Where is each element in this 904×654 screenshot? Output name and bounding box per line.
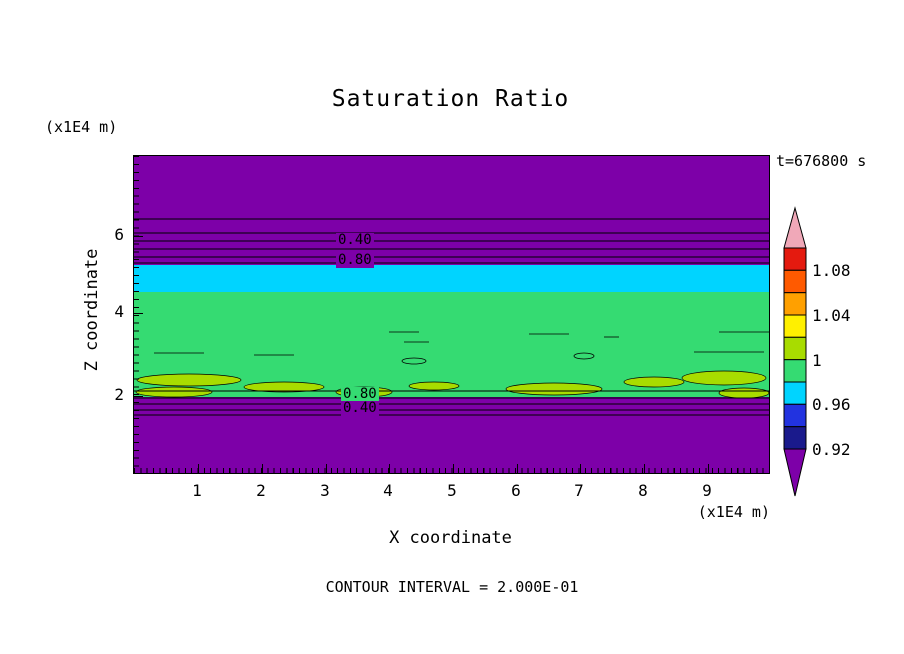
contour-interval-note: CONTOUR INTERVAL = 2.000E-01 — [325, 578, 579, 596]
x-axis-major-tick — [708, 464, 709, 473]
colorbar — [783, 206, 807, 497]
colorbar-label-0.96: 0.96 — [812, 395, 851, 414]
colorbar-label-1.04: 1.04 — [812, 306, 851, 325]
z-tick-label-6: 6 — [114, 225, 124, 244]
colorbar-label-1.00: 1 — [812, 351, 822, 370]
x-tick-label-7: 7 — [574, 481, 584, 500]
x-axis-major-tick — [198, 464, 199, 473]
contour-label-lower-080: 0.80 — [341, 386, 379, 402]
x-tick-label-3: 3 — [320, 481, 330, 500]
colorbar-label-0.92: 0.92 — [812, 440, 851, 459]
x-tick-label-4: 4 — [383, 481, 393, 500]
x-axis-major-tick — [517, 464, 518, 473]
chart-title: Saturation Ratio — [331, 86, 570, 112]
z-axis-major-tick — [134, 396, 143, 397]
z-axis-major-tick — [134, 313, 143, 314]
x-tick-label-8: 8 — [638, 481, 648, 500]
contour-plot-canvas — [134, 156, 769, 473]
x-axis-unit-label: (x1E4 m) — [697, 503, 770, 521]
x-axis-major-tick — [580, 464, 581, 473]
contour-label-upper-080: 0.80 — [336, 252, 374, 268]
x-axis-major-tick — [262, 464, 263, 473]
z-axis-unit-label: (x1E4 m) — [45, 118, 118, 136]
z-tick-label-4: 4 — [114, 302, 124, 321]
x-tick-label-5: 5 — [447, 481, 457, 500]
x-axis-major-tick — [453, 464, 454, 473]
contour-label-upper-040: 0.40 — [336, 232, 374, 248]
x-tick-label-6: 6 — [511, 481, 521, 500]
x-axis-major-tick — [389, 464, 390, 473]
z-axis-major-tick — [134, 236, 143, 237]
contour-plot-area: 0.40 0.80 0.80 0.40 — [133, 155, 770, 474]
contour-label-lower-040: 0.40 — [341, 400, 379, 416]
x-axis-major-tick — [644, 464, 645, 473]
x-tick-label-2: 2 — [256, 481, 266, 500]
colorbar-label-1.08: 1.08 — [812, 261, 851, 280]
x-tick-label-9: 9 — [702, 481, 712, 500]
z-axis-minor-ticks — [134, 156, 139, 473]
z-axis-title: Z coordinate — [82, 248, 102, 372]
x-axis-minor-ticks — [134, 468, 769, 473]
x-tick-label-1: 1 — [192, 481, 202, 500]
time-stamp-label: t=676800 s — [776, 152, 867, 170]
z-tick-label-2: 2 — [114, 385, 124, 404]
x-axis-title: X coordinate — [389, 528, 512, 548]
x-axis-major-tick — [326, 464, 327, 473]
